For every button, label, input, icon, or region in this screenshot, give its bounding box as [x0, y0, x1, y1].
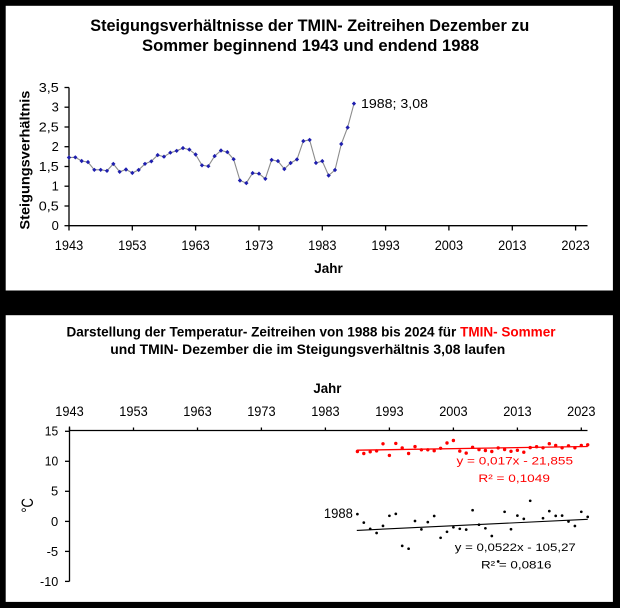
svg-text:Jahr: Jahr [314, 260, 343, 276]
svg-text:R² = 0,1049: R² = 0,1049 [478, 473, 550, 485]
svg-text:2: 2 [52, 139, 59, 154]
svg-text:Darstellung der Temperatur- Ze: Darstellung der Temperatur- Zeitreihen v… [67, 325, 557, 340]
svg-text:1993: 1993 [375, 404, 404, 419]
svg-text:0: 0 [51, 514, 58, 529]
svg-text:1953: 1953 [119, 404, 148, 419]
svg-text:R² = 0,0816: R² = 0,0816 [481, 560, 551, 572]
svg-text:2003: 2003 [439, 404, 468, 419]
svg-text:3: 3 [52, 100, 59, 115]
svg-text:1973: 1973 [247, 404, 276, 419]
svg-text:1943: 1943 [55, 404, 84, 419]
svg-text:1973: 1973 [245, 238, 274, 253]
svg-text:1953: 1953 [118, 238, 147, 253]
svg-text:1983: 1983 [308, 238, 337, 253]
svg-text:1943: 1943 [55, 238, 84, 253]
svg-text:°C: °C [19, 498, 37, 513]
svg-text:1983: 1983 [311, 404, 340, 419]
svg-text:2023: 2023 [567, 404, 596, 419]
svg-text:1963: 1963 [183, 404, 212, 419]
svg-text:Jahr: Jahr [313, 380, 342, 396]
svg-text:3,5: 3,5 [39, 80, 59, 95]
svg-text:-10: -10 [40, 574, 58, 589]
svg-text:y = 0,0522x - 105,27: y = 0,0522x - 105,27 [455, 542, 576, 554]
svg-text:2013: 2013 [503, 404, 532, 419]
svg-text:1988; 3,08: 1988; 3,08 [361, 97, 428, 111]
svg-text:2023: 2023 [561, 238, 590, 253]
svg-text:15: 15 [45, 424, 58, 439]
svg-text:0: 0 [52, 218, 59, 233]
svg-text:und TMIN- Dezember die im Stei: und TMIN- Dezember die im Steigungsverhä… [110, 342, 505, 357]
svg-text:1963: 1963 [181, 238, 210, 253]
svg-text:10: 10 [45, 454, 58, 469]
svg-text:Steigungsverhältnisse der TMIN: Steigungsverhältnisse der TMIN- Zeitreih… [90, 16, 529, 35]
svg-text:2003: 2003 [435, 238, 464, 253]
svg-text:1988: 1988 [324, 506, 353, 521]
svg-text:1,5: 1,5 [39, 159, 59, 174]
svg-text:5: 5 [51, 484, 58, 499]
svg-text:1: 1 [52, 179, 59, 194]
svg-text:0,5: 0,5 [39, 198, 59, 213]
svg-text:1993: 1993 [371, 238, 400, 253]
svg-text:Sommer beginnend 1943 und ende: Sommer beginnend 1943 und endend 1988 [142, 36, 479, 55]
svg-text:-5: -5 [47, 544, 59, 559]
svg-text:y = 0,017x - 21,855: y = 0,017x - 21,855 [457, 455, 574, 467]
svg-text:Steigungsverhältnis: Steigungsverhältnis [17, 91, 32, 230]
svg-text:2013: 2013 [498, 238, 527, 253]
svg-text:2,5: 2,5 [39, 119, 59, 134]
